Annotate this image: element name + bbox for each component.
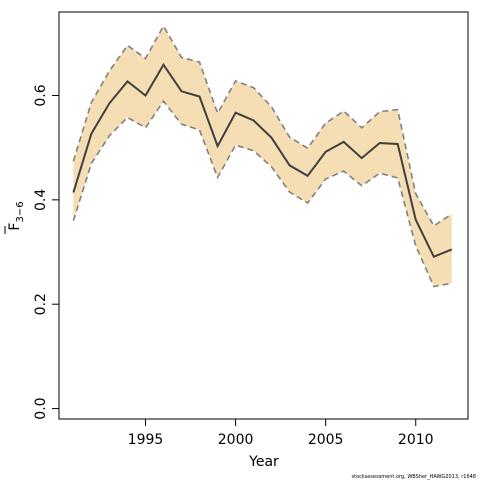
x-tick-label: 2010 [398,432,434,448]
x-axis: 1995 2000 2005 2010 [128,419,434,448]
x-tick-label: 2000 [218,432,254,448]
y-tick-label: 0.6 [33,84,49,106]
y-tick-label: 0.4 [33,189,49,211]
x-axis-title: Year [248,454,279,470]
estimate-line [72,62,453,258]
confidence-upper-line [72,24,453,228]
credit-text: stockassessment.org, WBSher_HAWG2013, r1… [352,474,476,480]
x-tick-label: 1995 [128,432,164,448]
y-axis-title-sub: 3−6 [15,201,26,222]
plot-frame [58,11,469,420]
y-axis-title-main: F [7,223,23,231]
y-axis-title: F3−6 [4,201,26,234]
svg-text:F3−6: F3−6 [7,201,26,230]
x-tick-label: 2005 [308,432,344,448]
confidence-band [73,26,452,287]
y-tick-label: 0.0 [33,397,49,419]
plot-area [72,24,453,288]
y-axis: 0.0 0.2 0.4 0.6 [33,84,59,420]
y-tick-label: 0.2 [33,293,49,315]
